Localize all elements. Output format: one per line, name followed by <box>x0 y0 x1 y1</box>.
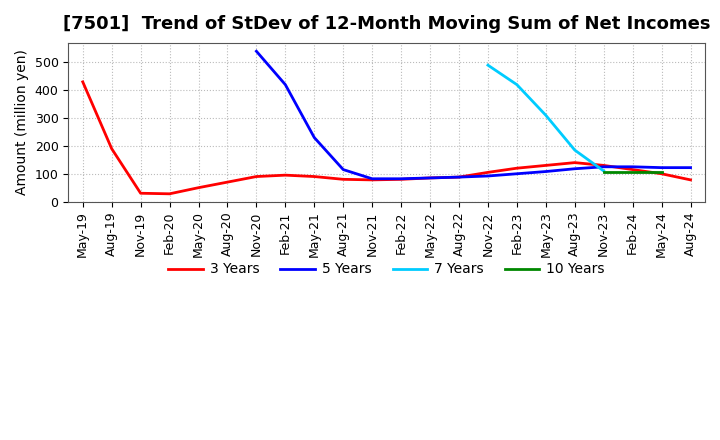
Title: [7501]  Trend of StDev of 12-Month Moving Sum of Net Incomes: [7501] Trend of StDev of 12-Month Moving… <box>63 15 711 33</box>
Legend: 3 Years, 5 Years, 7 Years, 10 Years: 3 Years, 5 Years, 7 Years, 10 Years <box>163 257 611 282</box>
Y-axis label: Amount (million yen): Amount (million yen) <box>15 49 29 195</box>
